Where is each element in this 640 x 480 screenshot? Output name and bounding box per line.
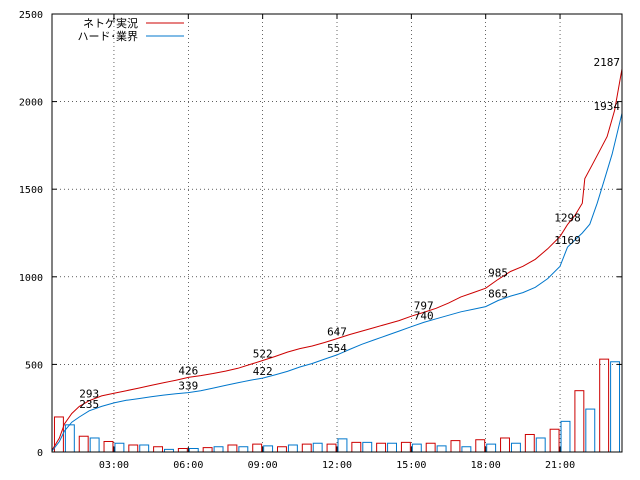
hourly-bar-0: [301, 443, 312, 453]
hourly-bar-0: [177, 447, 188, 453]
hourly-bar-1: [312, 442, 323, 453]
point-label: 740: [414, 309, 434, 322]
hourly-bar-1: [362, 441, 373, 453]
hourly-bar-0: [78, 435, 89, 453]
point-label: 422: [253, 365, 273, 378]
hourly-bar-1: [213, 446, 224, 453]
point-label: 426: [178, 364, 198, 377]
hourly-bar-1: [337, 438, 348, 453]
hourly-bar-1: [560, 420, 571, 453]
x-tick-label: 12:00: [322, 460, 352, 471]
hourly-bar-0: [400, 441, 411, 453]
x-tick-label: 09:00: [248, 460, 278, 471]
y-tick-label: 1500: [19, 185, 43, 196]
hourly-bar-1: [114, 442, 125, 453]
hourly-bar-0: [450, 440, 461, 453]
hourly-bar-1: [387, 442, 397, 453]
series-line-1: [51, 113, 623, 452]
point-label: 985: [488, 266, 508, 279]
point-label: 1934: [594, 100, 621, 113]
hourly-bar-1: [461, 446, 472, 453]
point-label: 647: [327, 326, 347, 339]
point-labels: 293 426 522 647 797 985 1298 2187 235 339 422 554 74…: [79, 56, 620, 411]
y-tick-label: 500: [25, 360, 43, 371]
hourly-bar-1: [535, 437, 546, 453]
y-tick-label: 0: [37, 448, 43, 459]
hourly-bar-1: [510, 442, 521, 453]
x-tick-label: 21:00: [545, 460, 575, 471]
x-tick-label: 03:00: [99, 460, 129, 471]
hourly-bar-1: [610, 361, 621, 453]
hourly-bar-0: [153, 446, 164, 453]
series-line-0: [51, 68, 623, 451]
hourly-bar-0: [376, 442, 387, 453]
grid-lines: [52, 14, 622, 452]
legend-label-0: ネトゲ実況: [83, 16, 138, 30]
hourly-bar-0: [202, 447, 213, 453]
point-label: 1169: [554, 234, 581, 247]
y-tick-label: 2500: [19, 10, 43, 21]
hourly-bar-0: [227, 444, 238, 453]
hourly-bar-0: [500, 437, 510, 453]
hourly-bar-1: [436, 445, 447, 453]
hourly-bar-0: [277, 446, 287, 453]
point-label: 797: [414, 299, 434, 312]
hourly-bar-0: [128, 444, 139, 453]
point-label: 554: [327, 342, 347, 355]
hourly-bar-1: [89, 437, 100, 453]
point-label: 293: [79, 388, 99, 401]
point-label: 235: [79, 398, 99, 411]
point-label: 865: [488, 287, 508, 300]
hourly-bar-0: [475, 439, 486, 453]
hourly-bar-1: [411, 443, 422, 453]
hourly-bar-1: [585, 408, 596, 453]
hourly-bar-0: [425, 442, 436, 453]
hourly-bar-0: [599, 358, 610, 453]
hourly-bar-1: [287, 444, 298, 453]
hourly-bar-0: [574, 390, 585, 453]
point-label: 1298: [554, 212, 581, 225]
legend: ネトゲ実況 ハード･業界: [78, 16, 184, 43]
x-tick-label: 18:00: [471, 460, 501, 471]
hourly-bar-1: [486, 443, 497, 453]
point-label: 2187: [594, 56, 621, 69]
hourly-bar-1: [139, 444, 150, 453]
x-tick-label: 06:00: [173, 460, 203, 471]
legend-label-1: ハード･業界: [78, 30, 139, 43]
x-tick-label: 15:00: [396, 460, 426, 471]
hourly-bar-0: [549, 428, 560, 453]
point-label: 339: [178, 380, 198, 393]
hourly-bar-1: [188, 447, 199, 453]
hourly-bar-0: [524, 433, 535, 453]
x-axis: 03:00 06:00 09:00 12:00 15:00 18:00 21:00: [99, 14, 575, 471]
hourly-bar-0: [351, 441, 362, 453]
hourly-bar-0: [326, 443, 337, 453]
hourly-bar-0: [252, 443, 263, 453]
point-label: 522: [253, 348, 273, 361]
cumulative-lines: [51, 68, 623, 452]
hourly-bar-1: [238, 446, 249, 453]
y-axis: 0 500 1000 1500 2000 2500: [19, 10, 622, 459]
y-tick-label: 2000: [19, 98, 43, 109]
hourly-bar-0: [103, 440, 114, 453]
hourly-bar-1: [263, 445, 274, 453]
y-tick-label: 1000: [19, 273, 43, 284]
